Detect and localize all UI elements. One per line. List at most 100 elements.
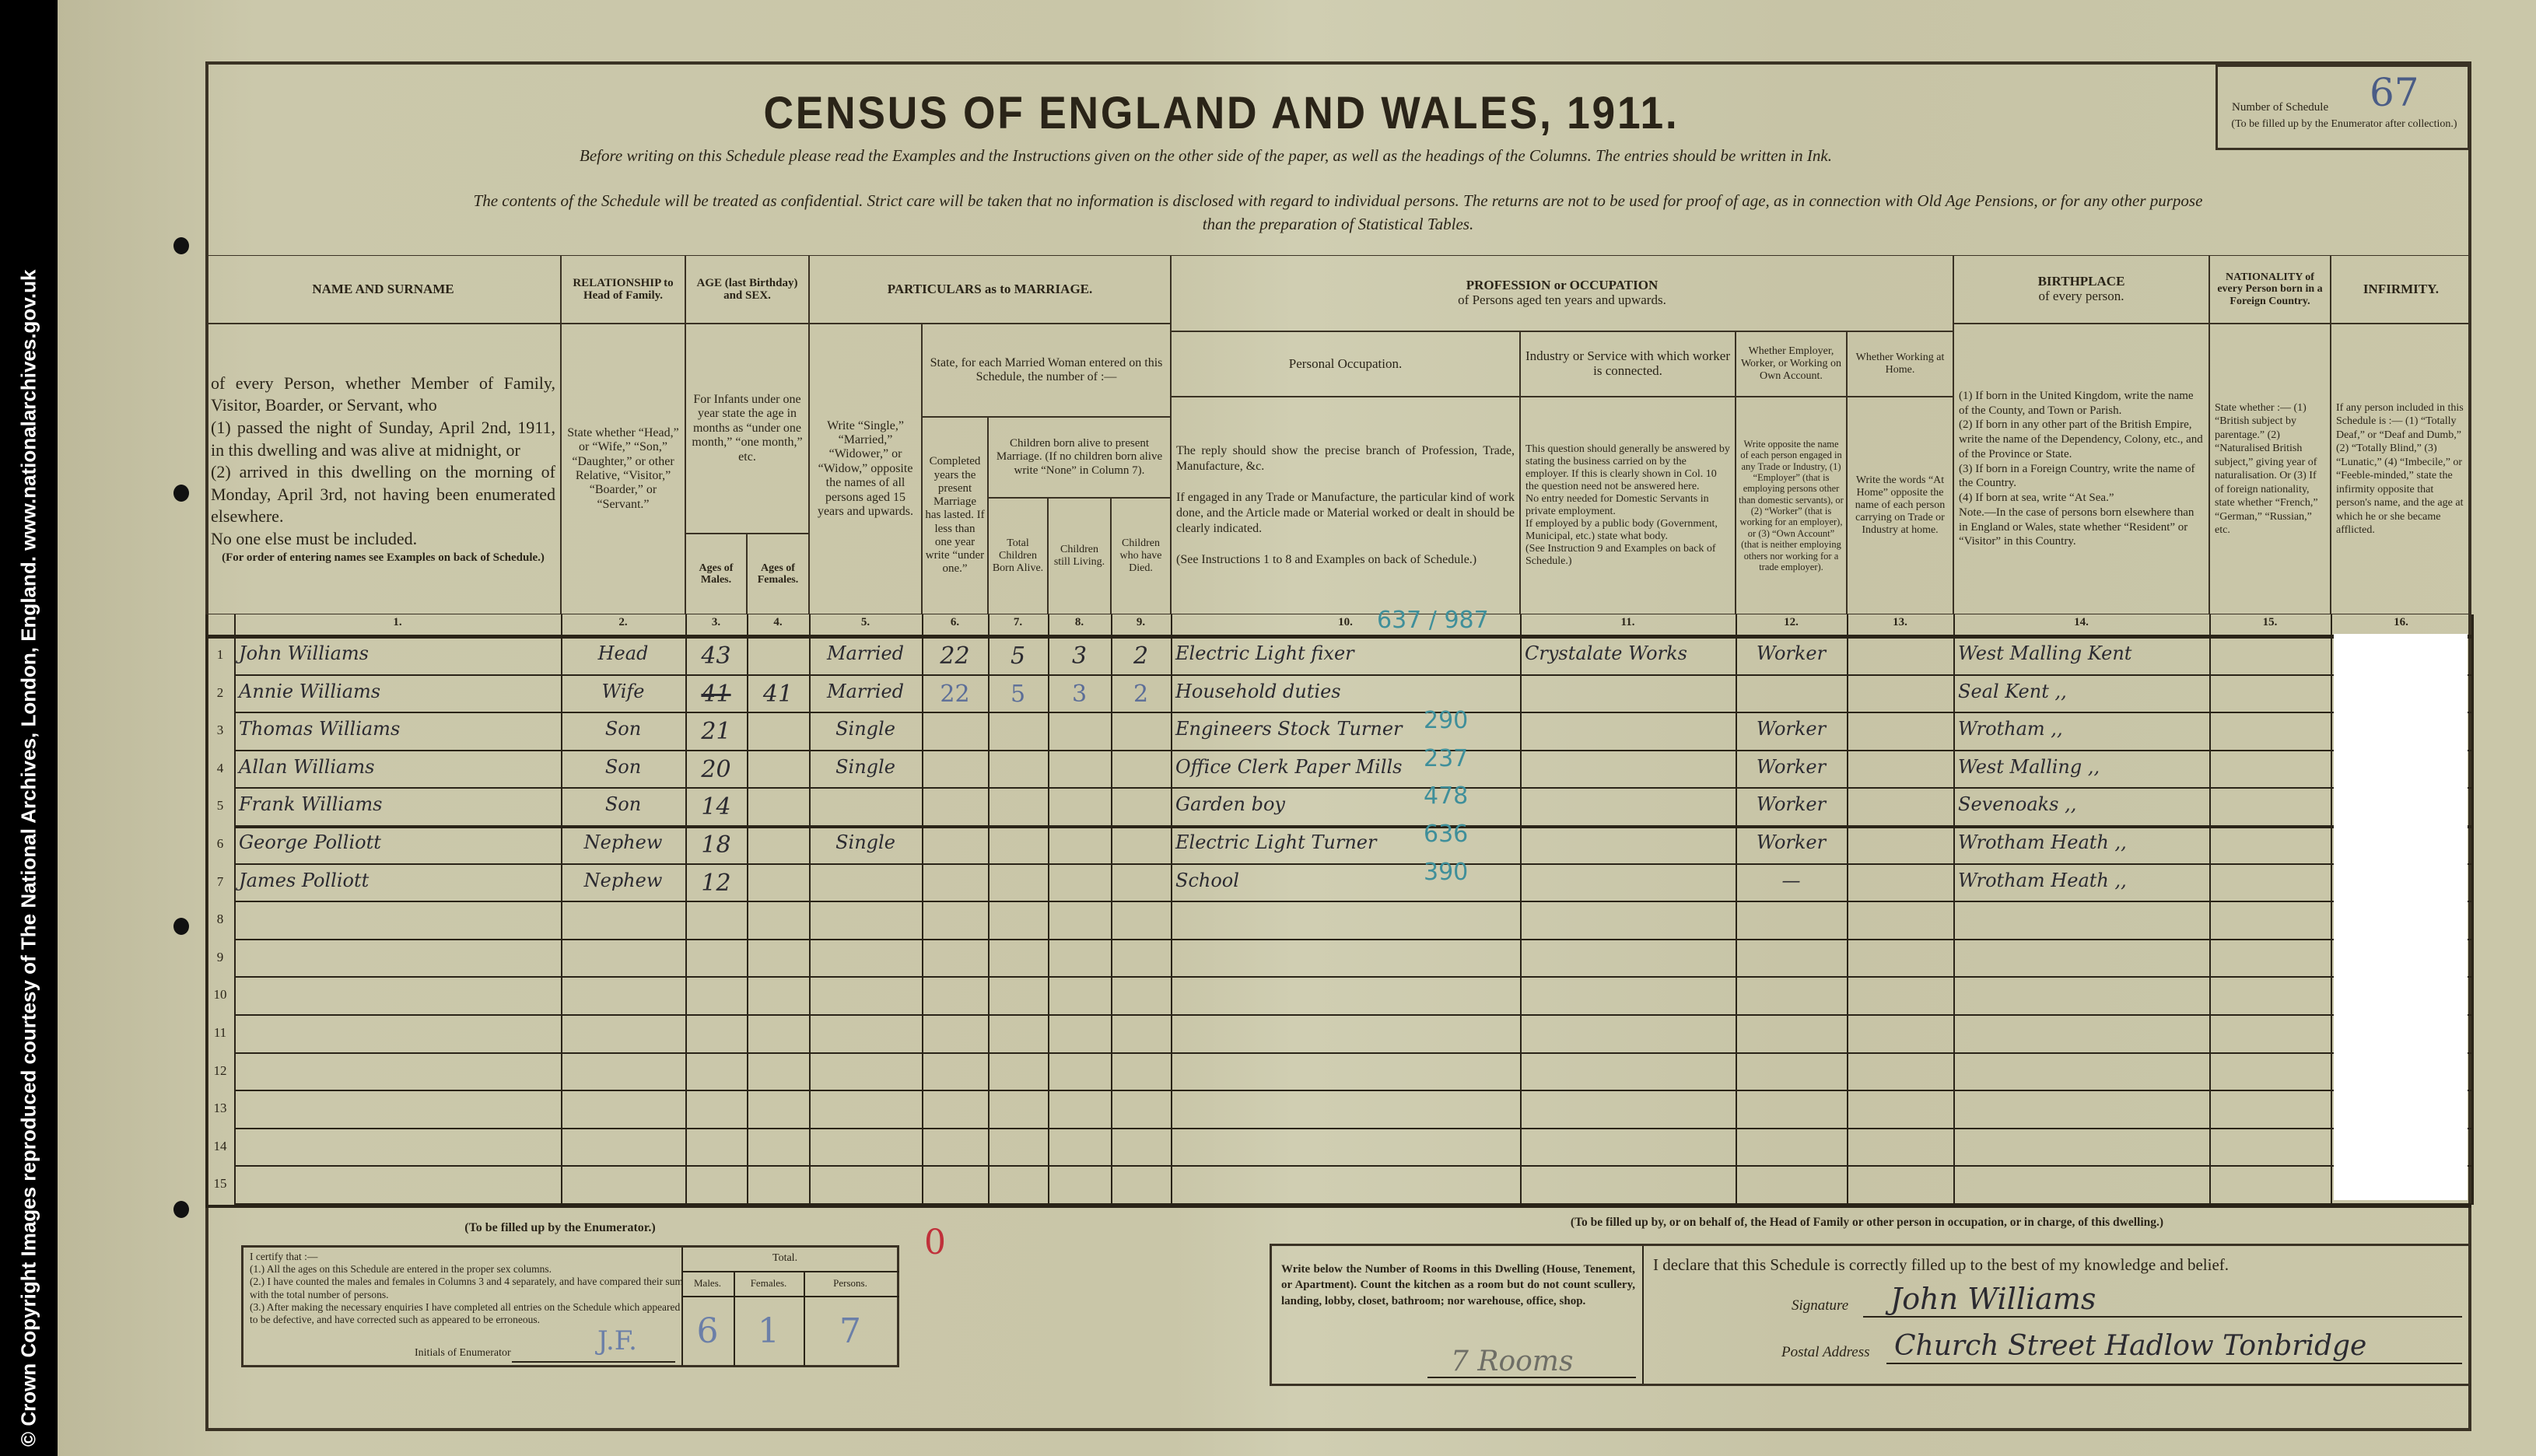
cell-name: John Williams xyxy=(239,642,369,664)
cell-relationship: Nephew xyxy=(583,869,663,891)
header-children-living: Children still Living. xyxy=(1048,498,1111,614)
column-divider xyxy=(1847,614,1848,1205)
header-personal-occupation: Personal Occupation. xyxy=(1171,331,1520,397)
row-rule xyxy=(234,674,2471,676)
schedule-number-label: Number of Schedule xyxy=(2232,101,2329,114)
page-title: CENSUS OF ENGLAND AND WALES, 1911. xyxy=(763,88,1680,138)
cell-name: Frank Williams xyxy=(239,793,383,816)
birth-desc-1: (1) If born in the United Kingdom, write… xyxy=(1959,389,2194,417)
header-married-woman: State, for each Married Woman entered on… xyxy=(922,324,1171,417)
column-number: 9. xyxy=(1136,616,1146,628)
column-number: 1. xyxy=(393,616,402,628)
column-divider xyxy=(1520,614,1522,1205)
certify-label: I certify that :— xyxy=(250,1251,318,1262)
header-children-alive: Children born alive to present Marriage.… xyxy=(988,417,1171,498)
cell-children-died: 2 xyxy=(1133,680,1149,708)
confidential-text: The contents of the Schedule will be tre… xyxy=(473,191,2203,210)
column-number: 2. xyxy=(618,616,628,628)
cell-age-male: 20 xyxy=(701,755,731,783)
cell-name: Annie Williams xyxy=(239,680,381,702)
cell-birthplace: Wrotham Heath ,, xyxy=(1958,869,2127,891)
occupation-code: 390 xyxy=(1424,858,1469,886)
header-marriage: PARTICULARS as to MARRIAGE. xyxy=(809,255,1171,324)
schedule-number-box: Number of Schedule 67 (To be filled up b… xyxy=(2215,65,2470,150)
cell-industry: Crystalate Works xyxy=(1525,642,1687,664)
cell-birthplace: Seal Kent ,, xyxy=(1958,680,2067,702)
column-divider xyxy=(2331,614,2332,1205)
column-divider xyxy=(988,614,990,1205)
row-rule xyxy=(234,825,2471,828)
header-nationality: NATIONALITY of every Person born in a Fo… xyxy=(2209,255,2331,324)
column-number: 5. xyxy=(860,616,870,628)
column-number: 11. xyxy=(1620,616,1635,628)
column-number: 12. xyxy=(1784,616,1799,628)
row-rule xyxy=(234,938,2471,940)
table-bottom-rule xyxy=(205,1205,2471,1208)
cell-employment: Worker xyxy=(1756,755,1827,778)
cell-years-married: 22 xyxy=(940,642,970,670)
row-number: 13 xyxy=(213,1101,227,1116)
signature-label: Signature xyxy=(1792,1297,1849,1314)
postal-address-label: Postal Address xyxy=(1781,1344,1870,1360)
header-personal-occupation-desc: The reply should show the precise branch… xyxy=(1171,397,1520,614)
header-rule xyxy=(205,635,2471,639)
row-rule xyxy=(234,749,2471,751)
cell-occupation: Electric Light fixer xyxy=(1175,642,1354,664)
column-divider xyxy=(1171,614,1172,1205)
cell-relationship: Wife xyxy=(601,680,645,702)
persons-label: Persons. xyxy=(833,1277,867,1289)
cell-employment: — xyxy=(1781,869,1801,891)
industry-desc-b: No entry needed for Domestic Servants in… xyxy=(1525,492,1709,517)
declaration: I declare that this Schedule is correctl… xyxy=(1653,1255,2230,1274)
total-females: 1 xyxy=(758,1311,779,1351)
column-number: 8. xyxy=(1074,616,1084,628)
column-number: 7. xyxy=(1013,616,1023,628)
row-rule xyxy=(234,1014,2471,1016)
profession-subtitle: of Persons aged ten years and upwards. xyxy=(1458,292,1666,307)
row-number: 1 xyxy=(216,647,224,662)
header-home-desc: Write the words “At Home” opposite the n… xyxy=(1847,397,1953,614)
column-number: 14. xyxy=(2074,616,2089,628)
cell-marriage: Single xyxy=(835,755,895,778)
column-divider xyxy=(1111,614,1112,1205)
cell-relationship: Head xyxy=(597,642,649,664)
cell-marriage: Married xyxy=(826,680,905,702)
total-males: 6 xyxy=(696,1311,719,1351)
cell-name: Allan Williams xyxy=(239,755,375,778)
birth-note: Note.—In the case of persons born elsewh… xyxy=(1959,506,2194,548)
column-number: 4. xyxy=(773,616,783,628)
enumerator-heading: (To be filled up by the Enumerator.) xyxy=(464,1221,656,1234)
header-name-desc: of every Person, whether Member of Famil… xyxy=(205,324,561,614)
row-number: 12 xyxy=(213,1062,227,1078)
cell-marriage: Married xyxy=(826,642,905,664)
name-desc-b: (1) passed the night of Sunday, April 2n… xyxy=(211,418,555,460)
occ-desc-a: The reply should show the precise branch… xyxy=(1176,444,1515,473)
occ-desc-c: (See Instructions 1 to 8 and Examples on… xyxy=(1176,553,1477,566)
header-age-males: Ages of Males. xyxy=(685,534,747,614)
header-profession: PROFESSION or OCCUPATION of Persons aged… xyxy=(1171,255,1953,331)
cell-birthplace: Wrotham Heath ,, xyxy=(1958,831,2127,853)
row-number: 6 xyxy=(216,836,224,851)
occupation-code: 290 xyxy=(1424,707,1469,735)
cell-employment: Worker xyxy=(1756,718,1827,740)
cell-birthplace: West Malling ,, xyxy=(1958,755,2100,778)
cell-occupation: School xyxy=(1175,869,1239,891)
row-number: 10 xyxy=(213,987,227,1003)
cell-age-male: 18 xyxy=(701,831,731,859)
cell-marriage: Single xyxy=(835,718,895,740)
certify-2: (2.) I have counted the males and female… xyxy=(250,1276,683,1300)
row-number: 2 xyxy=(216,684,224,700)
rooms-count: 7 Rooms xyxy=(1451,1346,1574,1377)
cell-children-living: 3 xyxy=(1071,642,1088,670)
males-label: Males. xyxy=(693,1277,722,1289)
cell-birthplace: Wrotham ,, xyxy=(1958,718,2063,740)
column-divider xyxy=(1953,614,1955,1205)
header-employer: Whether Employer, Worker, or Working on … xyxy=(1736,331,1847,397)
row-rule xyxy=(234,1127,2471,1129)
header-children-died: Children who have Died. xyxy=(1111,498,1171,614)
cell-occupation: Office Clerk Paper Mills xyxy=(1175,755,1403,778)
row-rule xyxy=(234,1203,2471,1205)
initials-line xyxy=(512,1361,675,1363)
initials-label: Initials of Enumerator xyxy=(415,1347,511,1359)
females-label: Females. xyxy=(750,1277,787,1289)
